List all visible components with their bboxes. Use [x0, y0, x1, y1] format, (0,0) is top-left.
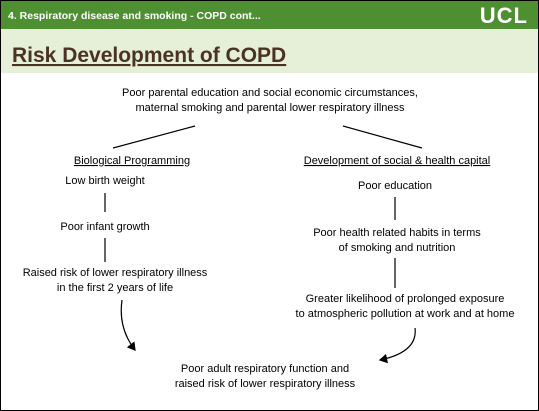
node-text: Poor infant growth	[60, 221, 149, 233]
section-title: 4. Respiratory disease and smoking - COP…	[8, 10, 261, 22]
node-text: Greater likelihood of prolonged exposure	[306, 293, 505, 305]
node-text: to atmospheric pollution at work and at …	[296, 308, 515, 320]
branch-heading: Development of social & health capital	[304, 155, 491, 167]
node-text: Poor parental education and social econo…	[122, 87, 418, 99]
title-band	[1, 29, 538, 73]
logo: UCL	[480, 3, 528, 28]
branch-heading: Biological Programming	[74, 155, 190, 167]
node-text: Poor health related habits in terms	[313, 227, 481, 239]
node-text: raised risk of lower respiratory illness	[175, 378, 356, 390]
node-text: Raised risk of lower respiratory illness	[23, 267, 208, 279]
nodes: Poor parental education and social econo…	[23, 87, 515, 390]
slide-title: Risk Development of COPD	[12, 44, 286, 67]
node-text: maternal smoking and parental lower resp…	[135, 102, 405, 114]
node-text: in the first 2 years of life	[57, 282, 173, 294]
node-text: Low birth weight	[65, 175, 145, 187]
node-text: Poor education	[358, 180, 432, 192]
header-bar	[1, 1, 538, 29]
node-text: of smoking and nutrition	[339, 242, 456, 254]
connectors	[104, 125, 423, 364]
node-text: Poor adult respiratory function and	[181, 363, 349, 375]
